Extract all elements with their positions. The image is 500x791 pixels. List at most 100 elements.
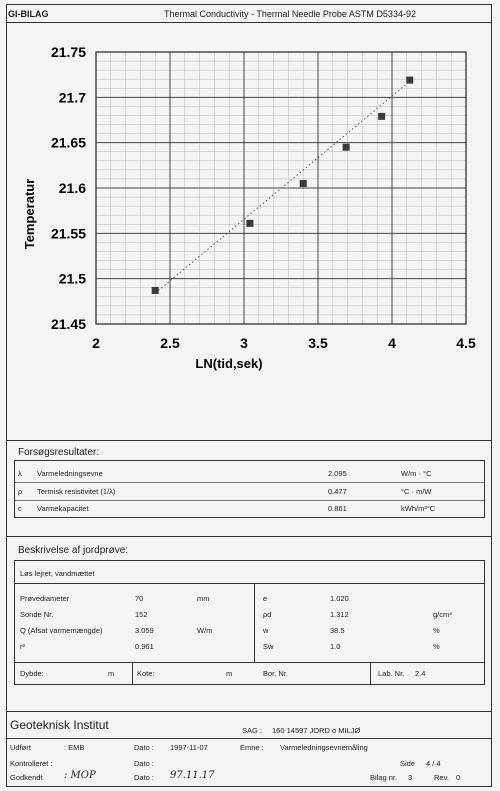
footer-institute: Geoteknisk Institut (10, 718, 109, 732)
result-unit: °C · m/W (401, 487, 432, 496)
x-tick-label: 2.5 (160, 335, 180, 351)
y-tick-label: 21.75 (51, 44, 86, 60)
chart-divider (6, 440, 492, 441)
godkendt-signature: : MOP (64, 770, 96, 781)
row-divider (15, 583, 484, 584)
page-frame (6, 4, 492, 787)
chart-grid (95, 51, 467, 325)
y-tick-label: 21.6 (59, 180, 86, 196)
dato-value: 1997-11-07 (170, 743, 208, 752)
header-divider (6, 22, 492, 23)
data-point (151, 286, 159, 294)
emne-value: Varmeledningsevnemåling (280, 743, 368, 752)
chart: 21.45 21.5 21.55 21.6 21.65 21.7 21.75 2 2.5 3 3.… (22, 44, 476, 371)
chart-x-ticks: 2 2.5 3 3.5 4 4.5 (92, 335, 476, 351)
sample-right-value: 1.312 (330, 610, 349, 619)
column-divider (254, 583, 255, 663)
sample-right-label: e (263, 594, 268, 603)
data-point (342, 143, 350, 151)
result-sym: λ (18, 469, 22, 478)
chart-y-label: Temperatur (22, 179, 37, 250)
header-org: GI-BILAG (8, 9, 49, 19)
rev-value: 0 (456, 773, 461, 782)
result-value: 0.861 (328, 504, 347, 513)
chart-points (151, 76, 414, 294)
column-divider (132, 662, 133, 684)
sample-box: Løs lejret, vandmættet Prøvediameter 70 … (14, 560, 485, 685)
sample-left-value: 152 (135, 610, 148, 619)
data-point (406, 76, 414, 84)
trendline (154, 79, 412, 294)
results-box: λ Varmeledningsevne 2.095 W/m · °C ρ Ter… (14, 460, 485, 518)
result-label: Varmeledningsevne (37, 469, 103, 478)
row-divider (15, 662, 484, 663)
sample-right-label: w (263, 626, 269, 635)
sample-left-label: Sonde Nr. (20, 610, 54, 619)
dybde-unit: m (108, 669, 115, 678)
result-label: Termisk resistivitet (1/λ) (37, 487, 116, 496)
sample-left-value: 0.961 (135, 642, 154, 651)
sample-left-label: Q (Afsat varmemængde) (20, 626, 103, 635)
row-divider (15, 482, 484, 483)
bor-label: Bor. Nr. (263, 669, 289, 678)
sample-left-value: 3.059 (135, 626, 154, 635)
result-sym: c (18, 504, 22, 513)
sample-right-unit: % (433, 626, 440, 635)
side-label: Side (400, 759, 416, 768)
udfort-value: : EMB (64, 743, 85, 752)
sample-left-unit: W/m (197, 626, 213, 635)
result-unit: kWh/m³°C (401, 504, 436, 513)
data-point (246, 219, 254, 227)
row-divider (15, 500, 484, 501)
y-tick-label: 21.55 (51, 225, 86, 241)
sample-title: Beskrivelse af jordprøve: (18, 545, 129, 556)
sample-right-label: Sw (263, 642, 274, 651)
dato-label: Dato : (134, 759, 155, 768)
x-tick-label: 4 (388, 335, 396, 351)
sample-left-value: 70 (135, 594, 144, 603)
footer-sag-value: 160 14597 JORD o MILJØ (272, 726, 361, 735)
results-title: Forsøgsresultater: (18, 447, 100, 458)
x-tick-label: 4.5 (456, 335, 476, 351)
kontrolleret-label: Kontrolleret : (10, 759, 53, 768)
result-label: Varmekapacitet (37, 504, 89, 513)
y-tick-label: 21.5 (59, 271, 86, 287)
chart-x-label: LN(tid,sek) (195, 356, 262, 371)
data-point (378, 112, 386, 120)
header-title: Thermal Conductivity - Thermal Needle Pr… (164, 9, 416, 19)
section-divider (6, 536, 492, 537)
y-tick-label: 21.65 (51, 135, 86, 151)
result-unit: W/m · °C (401, 469, 432, 478)
sample-description: Løs lejret, vandmættet (20, 569, 95, 578)
sample-left-label: Prøvediameter (20, 594, 70, 603)
sample-right-value: 1.0 (330, 642, 341, 651)
sample-right-unit: g/cm³ (433, 610, 452, 619)
column-divider (370, 662, 371, 684)
data-point (299, 179, 307, 187)
bilag-value: 3 (408, 773, 413, 782)
side-value: 4 / 4 (426, 759, 441, 768)
footer-divider (6, 711, 492, 712)
udfort-label: Udført (10, 743, 31, 752)
dato-label: Dato : (134, 743, 155, 752)
result-value: 0.477 (328, 487, 347, 496)
x-tick-label: 3 (240, 335, 248, 351)
result-sym: ρ (18, 487, 23, 496)
sample-left-unit: mm (197, 594, 210, 603)
sample-right-label: ρd (263, 610, 272, 619)
dato-label: Dato : (134, 773, 155, 782)
result-value: 2.095 (328, 469, 347, 478)
plot-border (95, 51, 467, 325)
rev-label: Rev. (434, 773, 449, 782)
kote-unit: m (226, 669, 233, 678)
x-tick-label: 2 (92, 335, 100, 351)
lab-label: Lab. Nr. (378, 669, 405, 678)
kote-label: Kote: (137, 669, 155, 678)
sample-left-label: r² (20, 642, 25, 651)
dato-handwritten: 97.11.17 (170, 770, 215, 781)
footer-row-divider (6, 738, 492, 739)
footer-sag-label: SAG : (242, 726, 263, 735)
lab-value: 2.4 (415, 669, 426, 678)
chart-y-ticks: 21.45 21.5 21.55 21.6 21.65 21.7 21.75 (51, 44, 86, 332)
sample-right-value: 38.5 (330, 626, 345, 635)
